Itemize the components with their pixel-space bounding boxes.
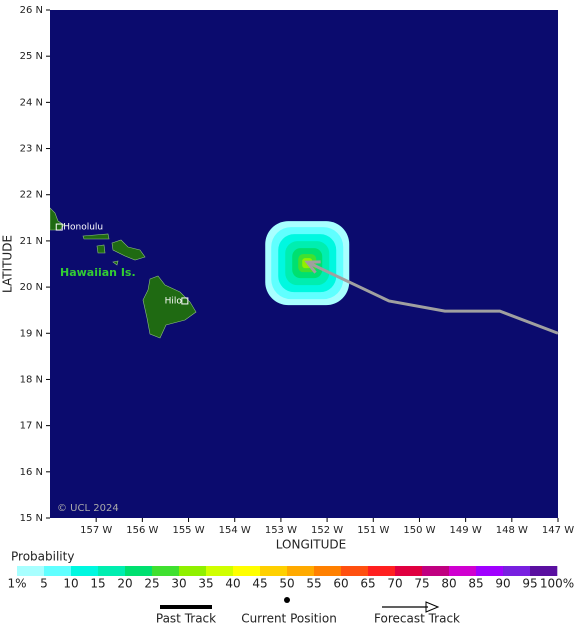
place-marker <box>55 223 63 231</box>
x-tick-label: 156 W <box>126 525 158 536</box>
place-label: Honolulu <box>63 223 103 233</box>
legend-label: 20 <box>117 577 132 591</box>
legend-swatch <box>476 566 504 576</box>
legend-swatch <box>422 566 450 576</box>
lanai <box>96 244 106 254</box>
legend-label: 15 <box>90 577 105 591</box>
legend-swatch <box>341 566 369 576</box>
forecast-arrow-key <box>425 601 440 613</box>
y-tick-label: 18 N <box>20 374 43 385</box>
key-label: Past Track <box>156 612 216 626</box>
x-tick-label: 157 W <box>80 525 112 536</box>
y-tick-label: 20 N <box>20 282 43 293</box>
legend-label: 95 <box>522 577 537 591</box>
y-tick-label: 22 N <box>20 190 43 201</box>
legend-label: 40 <box>225 577 240 591</box>
legend-label: 10 <box>63 577 78 591</box>
x-axis-label: LONGITUDE <box>276 538 346 552</box>
legend-label: 85 <box>468 577 483 591</box>
legend-swatch <box>179 566 207 576</box>
copyright: © UCL 2024 <box>57 503 119 514</box>
legend-swatch <box>530 566 558 576</box>
legend-swatch <box>17 566 45 576</box>
place-label: Hilo <box>165 296 183 306</box>
legend-label: 100% <box>540 577 574 591</box>
molokai <box>82 233 110 240</box>
maui <box>111 239 146 261</box>
legend-label: 65 <box>360 577 375 591</box>
track-arrow-head <box>304 260 321 274</box>
key-label: Forecast Track <box>374 612 460 626</box>
current-position-key <box>284 597 290 603</box>
x-tick-label: 147 W <box>542 525 574 536</box>
legend-label: 30 <box>171 577 186 591</box>
forecast-track <box>306 260 559 335</box>
legend-label: 35 <box>198 577 213 591</box>
legend-label: 50 <box>279 577 294 591</box>
legend-swatch <box>287 566 315 576</box>
x-tick-label: 152 W <box>311 525 343 536</box>
legend-swatch <box>233 566 261 576</box>
y-tick-label: 16 N <box>20 467 43 478</box>
legend-label: 90 <box>495 577 510 591</box>
legend-swatch <box>71 566 99 576</box>
y-tick-label: 25 N <box>20 51 43 62</box>
x-tick-label: 151 W <box>357 525 389 536</box>
x-tick-label: 155 W <box>172 525 204 536</box>
place-marker <box>181 297 189 305</box>
legend-swatch <box>125 566 153 576</box>
legend-swatch <box>314 566 342 576</box>
big-island <box>142 275 197 339</box>
legend-swatch <box>260 566 288 576</box>
y-tick-label: 21 N <box>20 236 43 247</box>
x-tick-label: 153 W <box>265 525 297 536</box>
legend-swatch <box>44 566 72 576</box>
legend-swatch <box>449 566 477 576</box>
y-tick-label: 19 N <box>20 328 43 339</box>
legend-swatch <box>395 566 423 576</box>
legend-label: 80 <box>441 577 456 591</box>
region-label: Hawaiian Is. <box>60 266 136 279</box>
x-tick-label: 150 W <box>403 525 435 536</box>
legend-label: 25 <box>144 577 159 591</box>
key-label: Current Position <box>241 612 337 626</box>
legend-swatch <box>206 566 234 576</box>
legend-swatch <box>368 566 396 576</box>
y-axis-label: LATITUDE <box>1 235 15 293</box>
legend-swatch <box>152 566 180 576</box>
legend-label: 1% <box>7 577 26 591</box>
y-tick-label: 23 N <box>20 144 43 155</box>
legend-label: 55 <box>306 577 321 591</box>
kahoolawe <box>112 260 119 266</box>
legend-label: 45 <box>252 577 267 591</box>
x-tick-label: 148 W <box>496 525 528 536</box>
legend-label: 60 <box>333 577 348 591</box>
legend-label: 5 <box>40 577 48 591</box>
y-tick-label: 26 N <box>20 5 43 16</box>
legend-swatch <box>503 566 531 576</box>
y-tick-label: 17 N <box>20 421 43 432</box>
x-tick-label: 154 W <box>219 525 251 536</box>
legend-swatch <box>98 566 126 576</box>
legend-title: Probability <box>11 550 74 564</box>
x-tick-label: 149 W <box>450 525 482 536</box>
land <box>50 207 197 339</box>
y-tick-label: 15 N <box>20 513 43 524</box>
legend-label: 75 <box>414 577 429 591</box>
y-tick-label: 24 N <box>20 97 43 108</box>
legend-label: 70 <box>387 577 402 591</box>
